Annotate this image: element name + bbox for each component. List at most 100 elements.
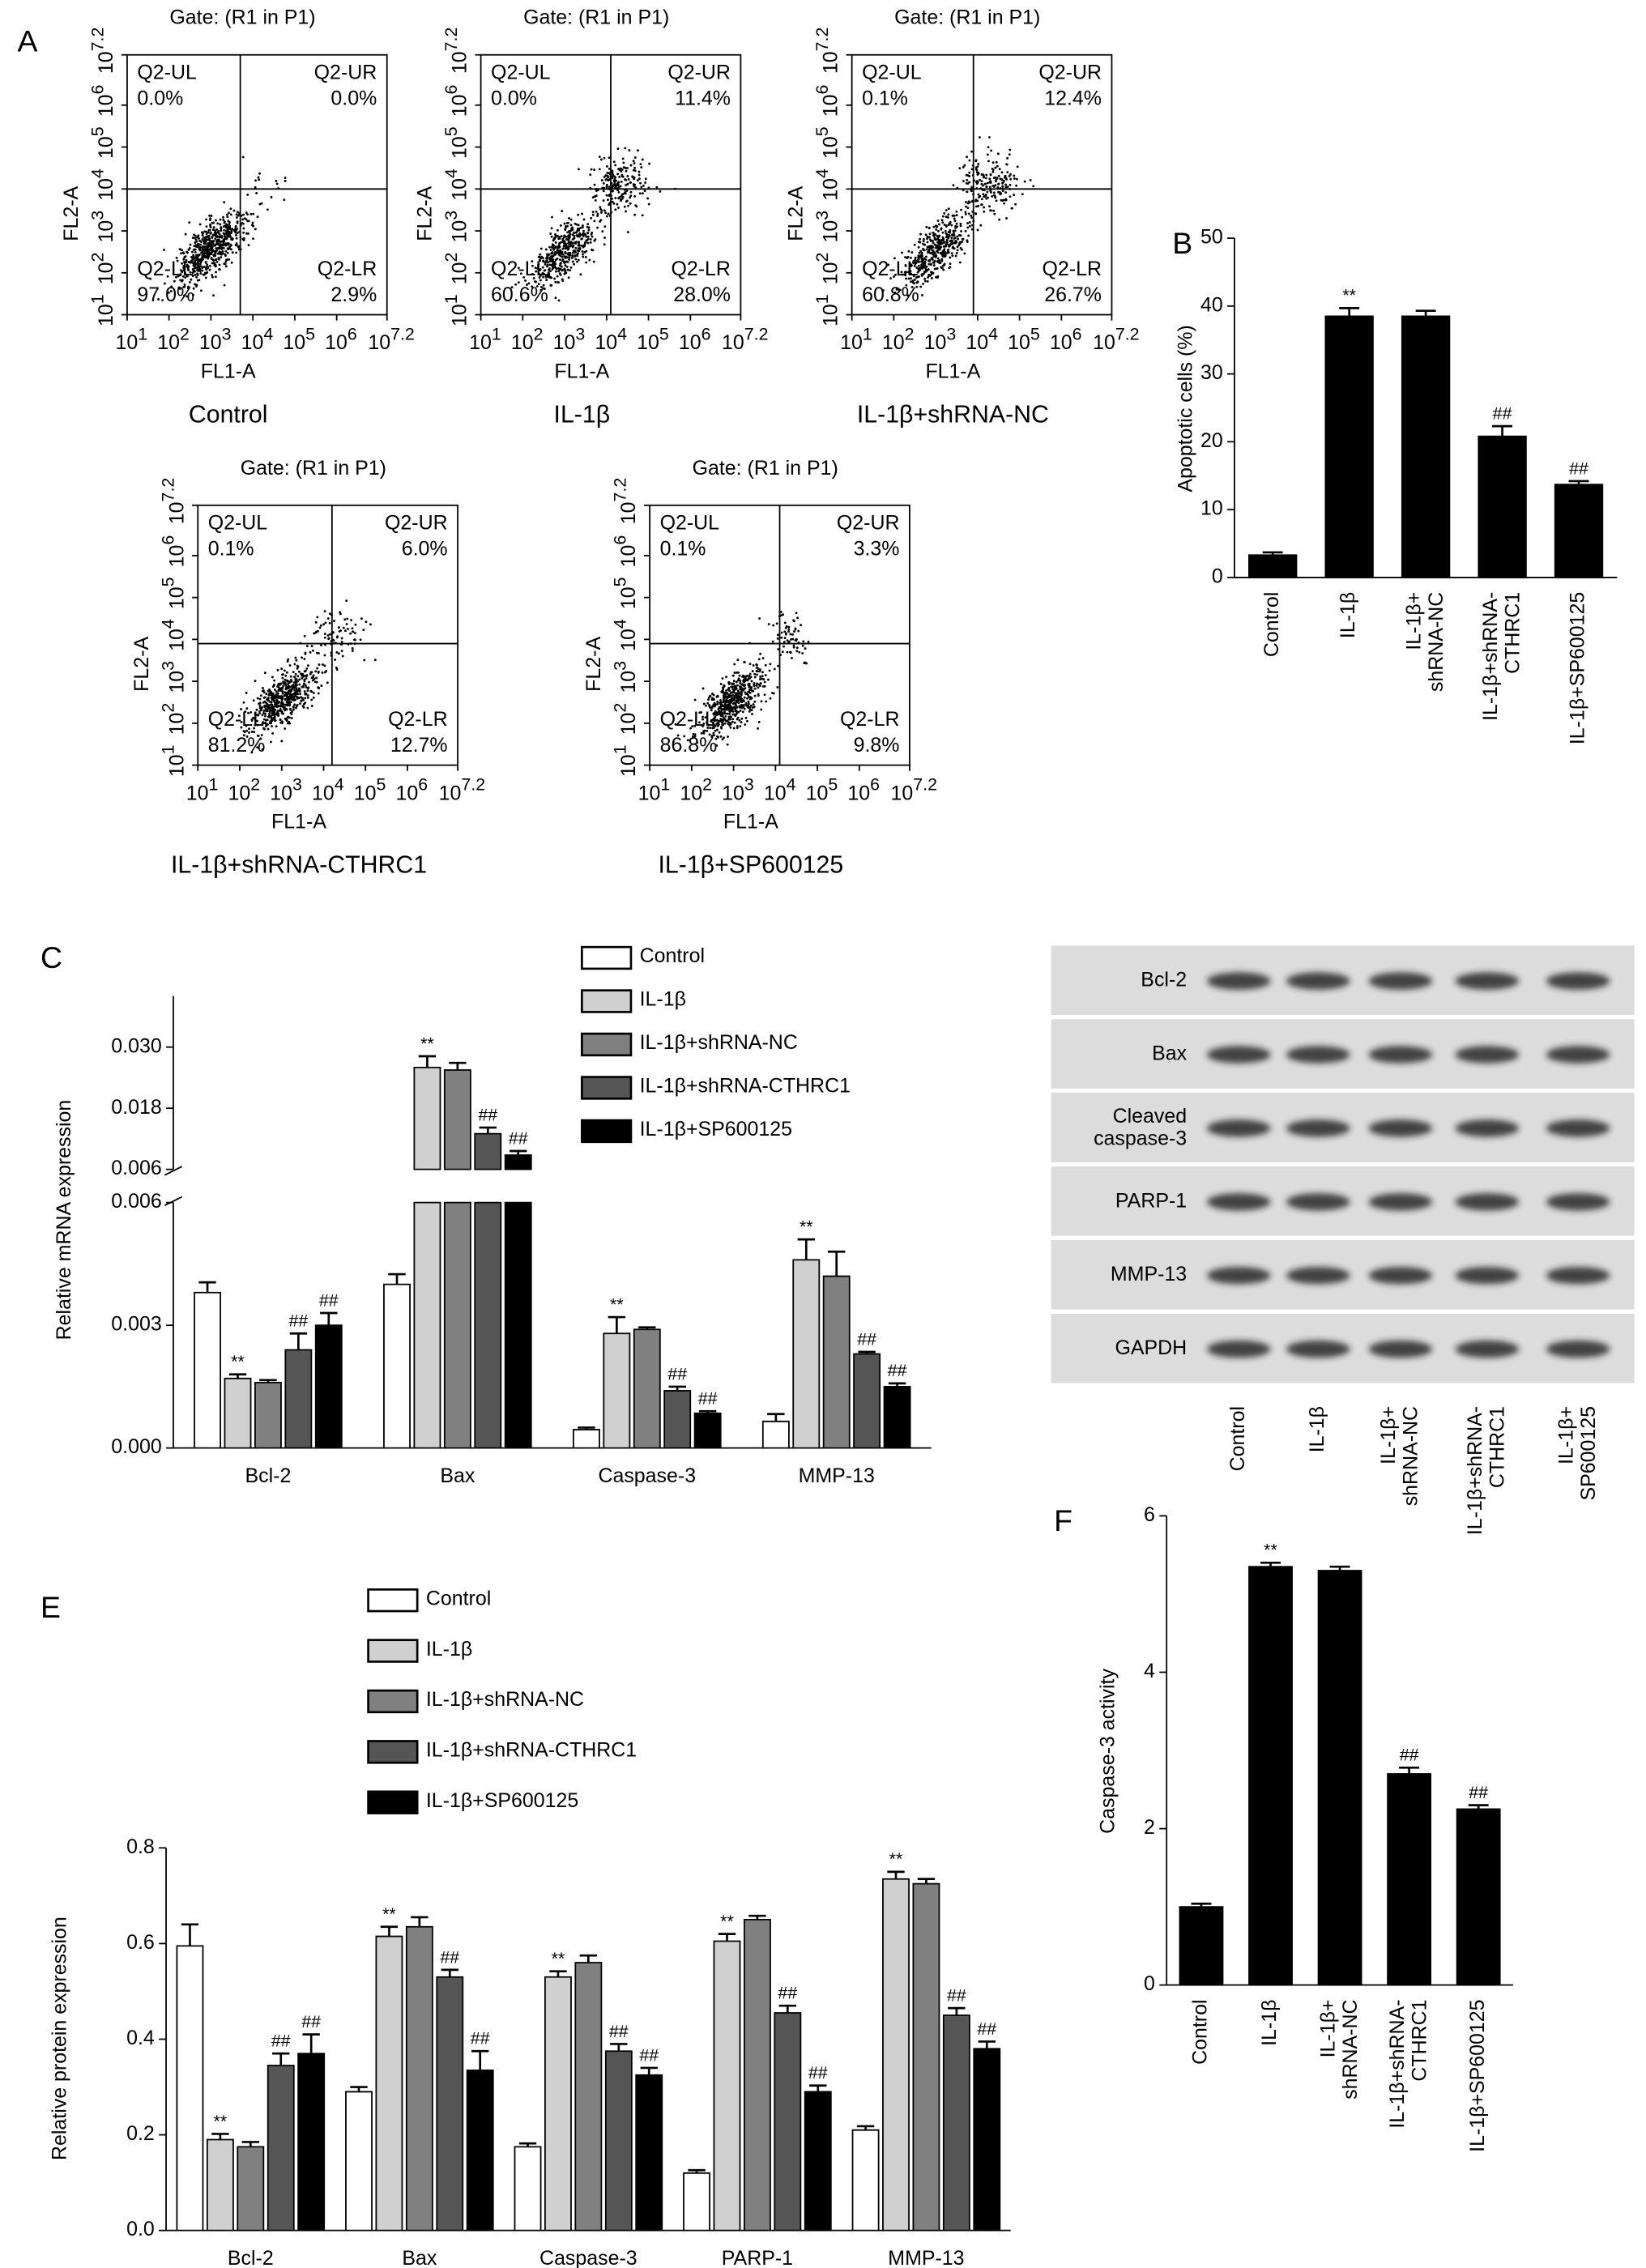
event-dot [586, 241, 590, 245]
quadrant-percent: 0.0% [491, 87, 537, 110]
tick-exponent: 4 [988, 324, 998, 343]
tick-base: 10 [95, 304, 117, 326]
event-dot [216, 222, 220, 225]
event-dot [282, 680, 285, 684]
event-dot [1023, 180, 1026, 183]
event-dot [987, 160, 990, 163]
event-dot [782, 645, 785, 648]
event-dot [301, 676, 304, 680]
tick-base: 10 [448, 304, 471, 326]
event-dot [187, 248, 190, 251]
event-dot [575, 234, 578, 237]
event-dot [965, 205, 967, 208]
event-dot [259, 694, 262, 697]
error-bar [228, 1373, 247, 1379]
caption: Control [189, 401, 268, 428]
western-blot: DBcl-2BaxCleavedcaspase-3PARP-1MMP-13GAP… [1051, 940, 1635, 1535]
event-dot [279, 718, 282, 721]
event-dot [744, 723, 747, 726]
event-dot [740, 692, 743, 695]
event-dot [947, 244, 950, 247]
event-dot [211, 250, 214, 253]
event-dot [593, 239, 596, 242]
tick-exponent: 6 [158, 535, 177, 545]
event-dot [303, 634, 306, 637]
event-dot [182, 269, 185, 272]
error-bar [917, 1878, 936, 1884]
event-dot [296, 667, 299, 670]
event-dot [783, 621, 787, 625]
event-dot [1006, 171, 1009, 174]
event-dot [905, 277, 908, 280]
y-tick-label: 103 [610, 661, 640, 693]
event-dot [797, 629, 800, 633]
tick-exponent: 3 [575, 324, 585, 343]
event-dot [250, 751, 254, 754]
event-dot [683, 735, 686, 738]
event-dot [544, 261, 547, 264]
event-dot [596, 226, 599, 229]
event-dot [912, 262, 915, 265]
event-dot [540, 285, 543, 288]
tick-base: 10 [617, 713, 640, 735]
event-dot [576, 260, 578, 263]
event-dot [910, 285, 914, 288]
event-dot [908, 266, 911, 270]
tick-exponent: 2 [610, 703, 629, 713]
band [1368, 1340, 1433, 1358]
event-dot [284, 691, 287, 694]
event-dot [252, 212, 255, 215]
event-dot [219, 223, 222, 226]
error-bar [1191, 1902, 1212, 1908]
event-dot [574, 254, 577, 257]
event-dot [983, 210, 986, 213]
event-dot [563, 260, 566, 263]
event-dot [626, 175, 629, 177]
event-dot [565, 260, 569, 263]
tick-exponent: 6 [87, 85, 107, 95]
event-dot [203, 245, 207, 248]
event-dot [272, 713, 275, 716]
event-dot [224, 235, 227, 238]
event-dot [310, 676, 313, 680]
event-dot [941, 221, 945, 224]
significance: ** [889, 1849, 903, 1869]
tick-base: 10 [819, 262, 842, 285]
event-dot [947, 231, 950, 234]
quadrant-percent: 3.3% [854, 538, 900, 561]
event-dot [599, 211, 603, 214]
event-dot [962, 165, 965, 168]
event-dot [932, 271, 935, 275]
event-dot [240, 726, 243, 729]
event-dot [214, 237, 217, 241]
event-dot [916, 271, 919, 274]
event-dot [953, 229, 957, 232]
event-dot [586, 235, 590, 238]
error-bar [418, 1055, 437, 1068]
tick-exponent: 4 [787, 774, 796, 794]
event-dot [726, 712, 729, 715]
event-dot [292, 706, 295, 709]
event-dot [576, 254, 579, 258]
event-dot [221, 249, 224, 253]
event-dot [950, 233, 953, 237]
event-dot [571, 260, 574, 263]
y-tick-label: 105 [812, 126, 842, 159]
event-dot [550, 258, 552, 261]
event-dot [301, 656, 304, 659]
event-dot [226, 251, 229, 254]
event-dot [243, 731, 246, 734]
label-line: shRNA-NC [1338, 1999, 1361, 2099]
event-dot [731, 718, 735, 721]
event-dot [733, 721, 736, 724]
event-dot [538, 258, 541, 262]
lane-label: IL-1β+shRNA-NC [1377, 1406, 1422, 1506]
x-tick-label: 104 [764, 774, 796, 804]
event-dot [921, 254, 924, 258]
event-dot [219, 218, 222, 221]
event-dot [705, 704, 707, 707]
tick-base: 10 [617, 586, 640, 609]
event-dot [353, 632, 356, 634]
event-dot [606, 172, 609, 174]
event-dot [987, 146, 990, 149]
